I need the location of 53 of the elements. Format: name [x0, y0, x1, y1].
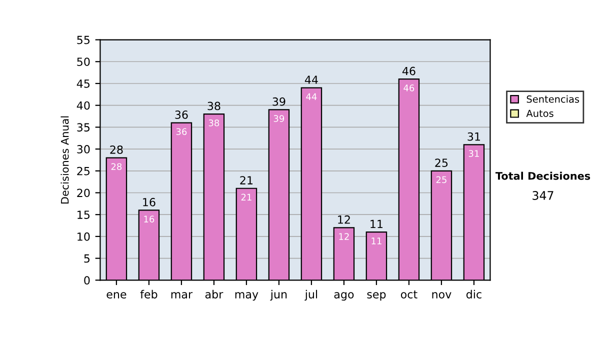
x-tick-label: jun: [270, 290, 287, 301]
x-tick-label: feb: [140, 290, 158, 298]
total-label: 36: [175, 110, 188, 119]
legend-label: Autos: [526, 110, 554, 118]
y-tick-label: 50: [77, 58, 90, 66]
x-tick-label: ago: [334, 292, 354, 301]
y-tick-label: 5: [84, 254, 90, 263]
total-label: 12: [338, 215, 350, 224]
total-label: 16: [143, 198, 156, 206]
data-label: 36: [176, 128, 187, 136]
data-label: 28: [111, 163, 122, 170]
x-tick-label: abr: [205, 290, 224, 298]
total-label: 46: [402, 66, 416, 76]
data-label: 46: [404, 84, 414, 92]
total-label: 39: [272, 97, 286, 106]
total-label: 31: [468, 132, 480, 141]
y-tick-label: 10: [78, 232, 90, 241]
y-tick-label: 35: [77, 123, 90, 132]
total-label: 38: [208, 102, 220, 110]
data-label: 31: [468, 150, 479, 157]
data-label: 12: [339, 233, 349, 240]
y-tick-label: 30: [77, 145, 90, 154]
y-tick-label: 55: [77, 36, 90, 44]
x-tick-label: oct: [400, 290, 418, 298]
y-tick-label: 45: [76, 80, 90, 88]
x-tick-label: nov: [432, 292, 452, 298]
data-label: 21: [241, 194, 252, 200]
y-axis-title: Decisiones Anual: [60, 116, 69, 204]
x-tick-label: dic: [466, 290, 482, 298]
y-tick-label: 15: [78, 210, 90, 219]
x-tick-label: sep: [367, 292, 386, 301]
data-label: 38: [208, 119, 220, 126]
total-label: 44: [304, 76, 318, 84]
y-tick-label: 20: [77, 188, 90, 198]
data-label: 25: [436, 176, 446, 184]
x-tick-label: mar: [171, 292, 193, 298]
x-tick-label: jul: [304, 290, 318, 301]
y-tick-label: 0: [84, 276, 90, 285]
text: Total Decisiones: [495, 172, 590, 180]
data-label: 11: [372, 238, 382, 244]
x-tick-label: ene: [106, 292, 126, 298]
x-tick-label: may: [235, 292, 258, 301]
data-label: 16: [144, 216, 154, 222]
y-tick-label: 40: [76, 101, 90, 110]
legend-label: Sentencias: [526, 95, 580, 103]
text: 347: [532, 191, 554, 200]
data-label: 39: [274, 115, 284, 122]
y-tick-label: 25: [77, 166, 90, 176]
total-label: 25: [435, 158, 448, 167]
total-label: 21: [240, 176, 252, 184]
data-label: 44: [306, 93, 317, 100]
total-label: 28: [110, 145, 123, 154]
total-label: 11: [370, 220, 382, 228]
